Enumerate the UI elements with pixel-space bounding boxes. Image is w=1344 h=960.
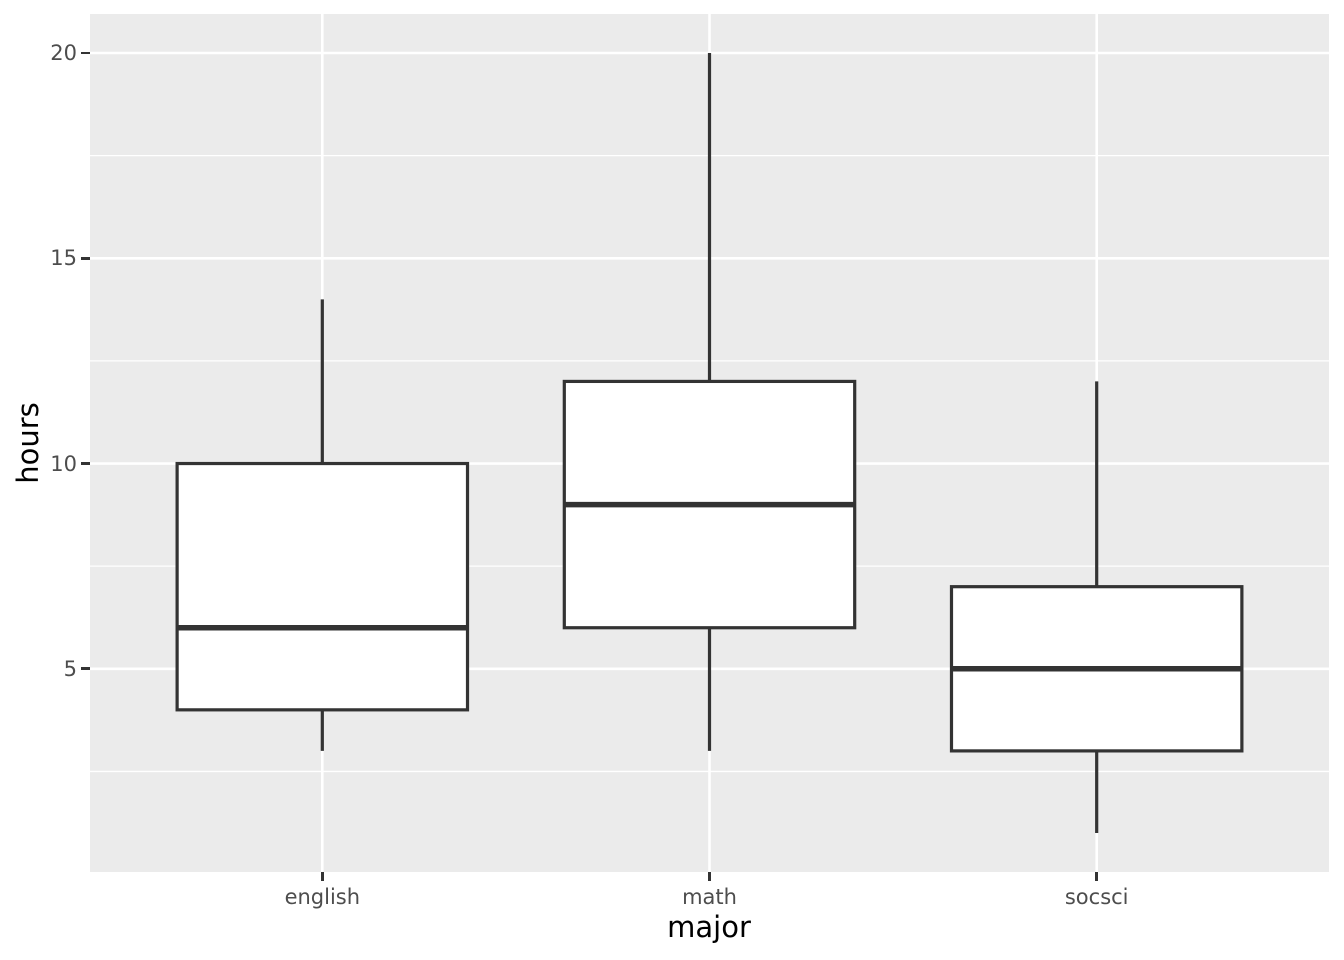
y-axis-tick (81, 256, 90, 260)
plot-panel (90, 14, 1329, 872)
x-axis-tick (708, 872, 711, 881)
y-axis-tick (81, 51, 90, 55)
x-tick-label: math (682, 885, 737, 909)
y-axis-tick (81, 462, 90, 465)
y-tick-label: 5 (63, 656, 77, 681)
y-axis-tick (81, 667, 90, 671)
boxplot-canvas (90, 14, 1329, 872)
y-tick-label: 15 (50, 246, 77, 271)
y-tick-label: 10 (50, 451, 77, 476)
y-tick-label: 20 (50, 41, 77, 65)
x-tick-label: english (284, 885, 361, 909)
boxplot-box (175, 461, 470, 712)
x-tick-label: socsci (1064, 885, 1129, 909)
y-axis-title: hours (11, 402, 45, 484)
x-axis-tick (321, 872, 324, 881)
x-axis-title: major (667, 910, 751, 944)
x-axis-tick (1095, 872, 1098, 881)
